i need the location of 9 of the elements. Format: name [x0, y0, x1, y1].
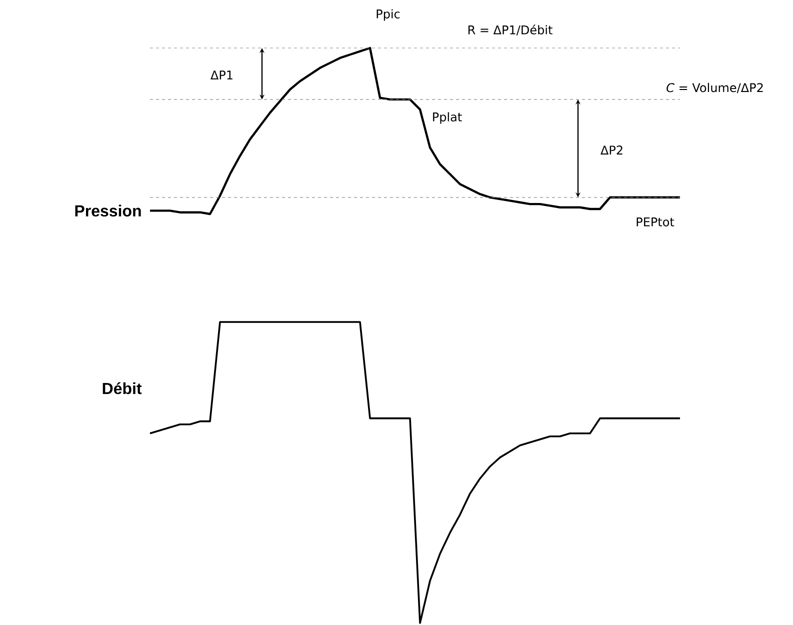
annotation: ΔP2	[600, 146, 622, 154]
annotation: C = Volume/ΔP2	[666, 82, 763, 94]
text: R = ΔP1/Débit	[468, 24, 552, 36]
annotation: ΔP1	[210, 70, 232, 80]
text: Ppic	[376, 9, 400, 21]
y-axis-title: Débit	[102, 382, 142, 394]
text: PEPtot	[636, 218, 674, 226]
y-axis-title: Pression	[75, 204, 141, 217]
annotation: Pplat	[433, 112, 462, 124]
